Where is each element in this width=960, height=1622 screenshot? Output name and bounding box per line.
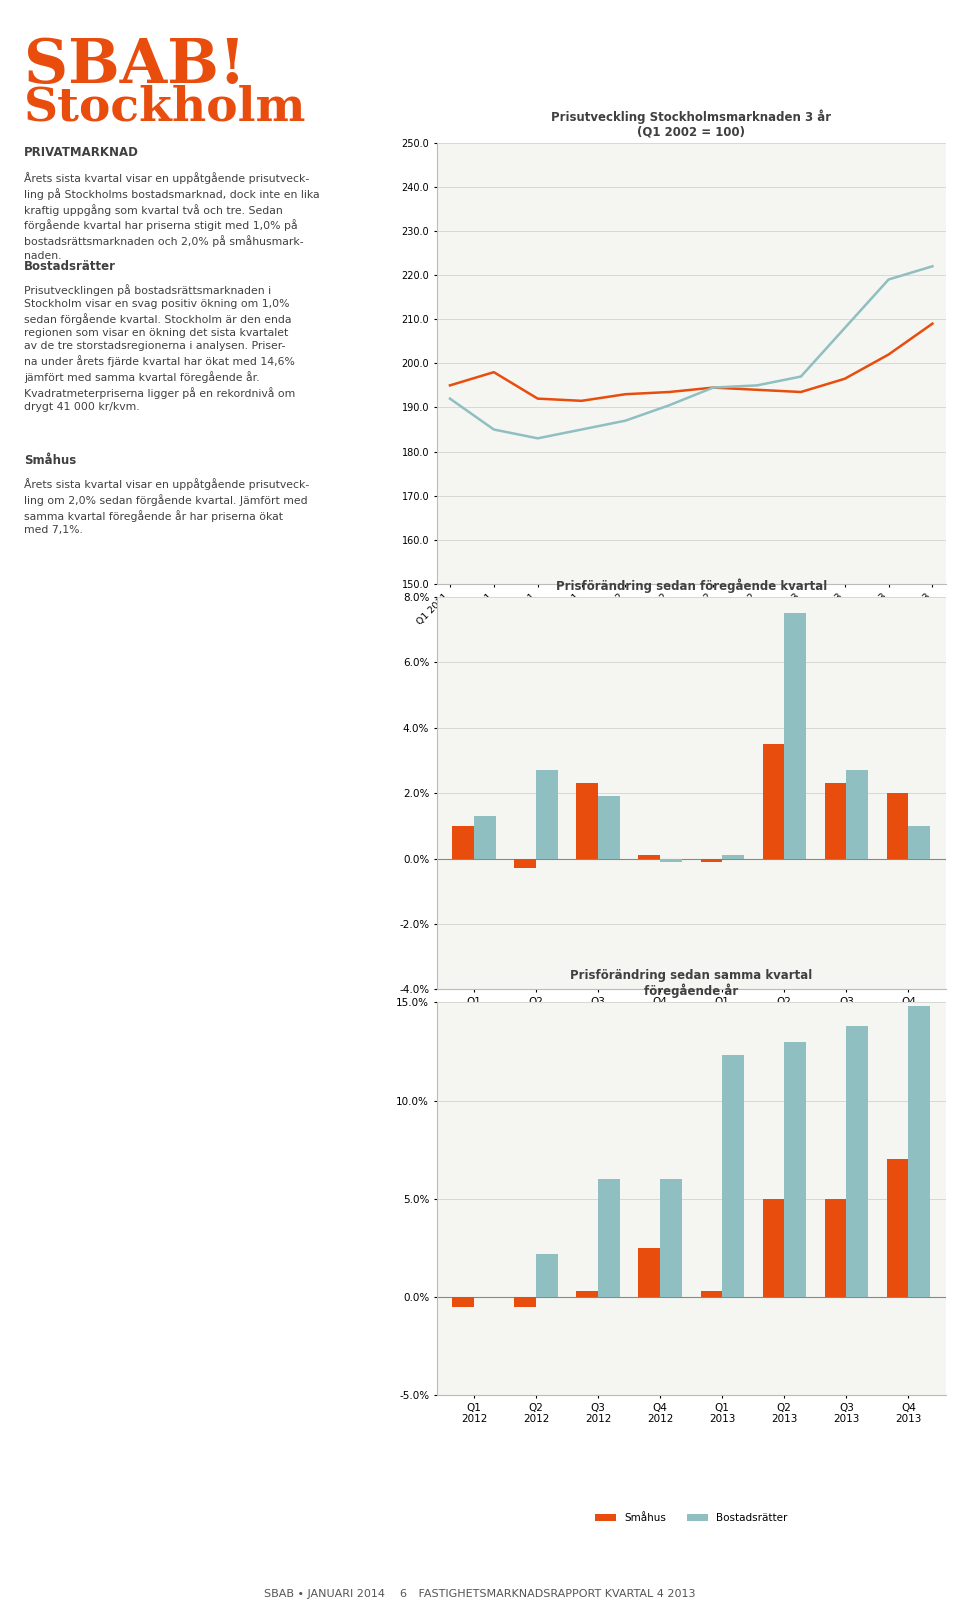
Text: SBAB • JANUARI 2014     6    FASTIGHETSMARKNADSRAPPORT KVARTAL 4 2013: SBAB • JANUARI 2014 6 FASTIGHETSMARKNADS… (264, 1590, 696, 1599)
Bar (515, 1298, 536, 1307)
Bar (825, 783, 847, 858)
Bar (598, 1179, 620, 1298)
Bar (762, 1199, 784, 1298)
Bar (908, 826, 930, 858)
Legend: Småhus, Bostadsrätter: Småhus, Bostadsrätter (590, 1103, 792, 1121)
Bar (722, 855, 744, 858)
Title: Prisförändring sedan samma kvartal
föregående år: Prisförändring sedan samma kvartal föreg… (570, 968, 812, 999)
Bar (452, 826, 474, 858)
Bar (598, 796, 620, 858)
Bar (784, 613, 806, 858)
Text: SBAB!: SBAB! (24, 36, 246, 96)
Text: Stockholm: Stockholm (24, 84, 306, 130)
Text: Årets sista kvartal visar en uppåtgående prisutveck-
ling på Stockholms bostadsm: Årets sista kvartal visar en uppåtgående… (24, 172, 320, 261)
Bar (847, 1027, 868, 1298)
Bar (784, 1041, 806, 1298)
Bar (536, 770, 558, 858)
Bar (701, 1291, 722, 1298)
Bar (536, 1254, 558, 1298)
Bar (722, 1056, 744, 1298)
Text: PRIVATMARKNAD: PRIVATMARKNAD (24, 146, 139, 159)
Text: Bostadsrätter: Bostadsrätter (24, 260, 116, 272)
Bar (576, 1291, 598, 1298)
Bar (474, 816, 495, 858)
Bar (660, 1179, 682, 1298)
Bar (887, 1160, 908, 1298)
Legend: Småhus, Bostadsrätter: Småhus, Bostadsrätter (590, 1508, 792, 1526)
Title: Prisförändring sedan föregående kvartal: Prisförändring sedan föregående kvartal (556, 579, 827, 594)
Bar (701, 858, 722, 861)
Text: Småhus: Småhus (24, 454, 76, 467)
Bar (638, 855, 660, 858)
Bar (660, 858, 682, 861)
Bar (638, 1247, 660, 1298)
Bar (887, 793, 908, 858)
Bar (825, 1199, 847, 1298)
Text: Årets sista kvartal visar en uppåtgående prisutveck-
ling om 2,0% sedan förgåend: Årets sista kvartal visar en uppåtgående… (24, 478, 309, 535)
Legend: Småhus, Bostadsrätter: Småhus, Bostadsrätter (590, 736, 792, 756)
Bar (515, 858, 536, 868)
Title: Prisutveckling Stockholmsmarknaden 3 år
(Q1 2002 = 100): Prisutveckling Stockholmsmarknaden 3 år … (551, 109, 831, 139)
Bar (452, 1298, 474, 1307)
Bar (847, 770, 868, 858)
Text: Prisutvecklingen på bostadsrättsmarknaden i
Stockholm visar en svag positiv ökni: Prisutvecklingen på bostadsrättsmarknade… (24, 284, 296, 412)
Bar (908, 1006, 930, 1298)
Bar (762, 744, 784, 858)
Bar (576, 783, 598, 858)
